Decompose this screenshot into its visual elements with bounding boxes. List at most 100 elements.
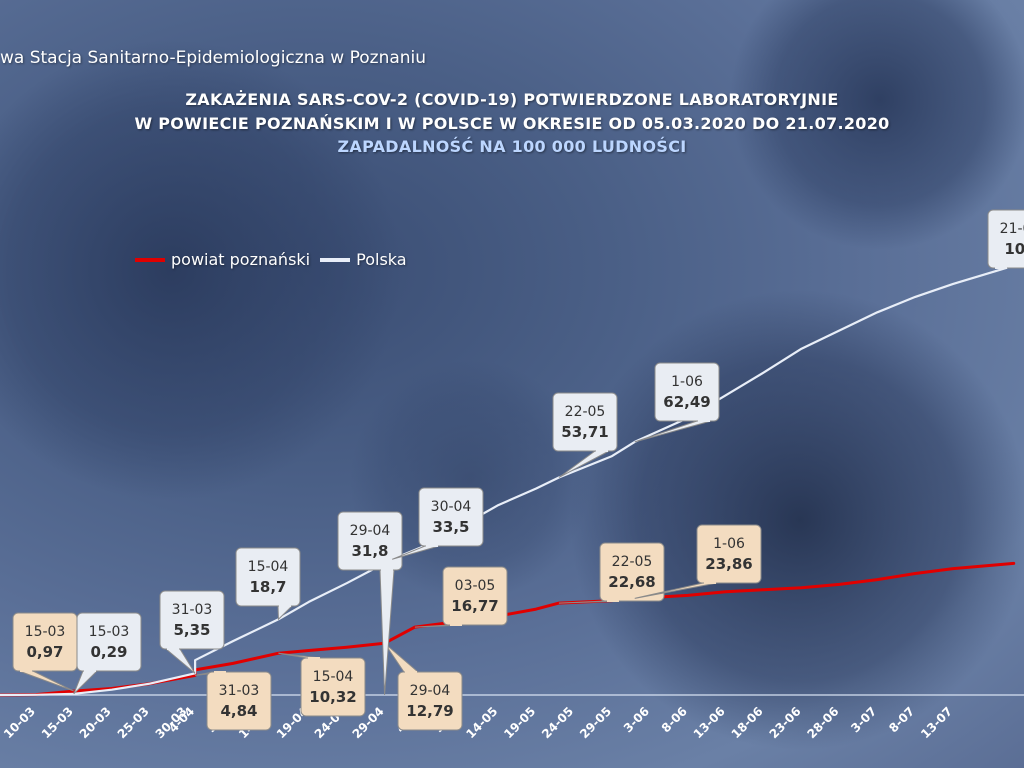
x-tick-label: 19-05 <box>501 704 538 741</box>
callout-pointer <box>558 450 610 478</box>
x-tick-3-06: 3-06 <box>621 704 652 735</box>
x-tick-label: 14-05 <box>463 704 500 741</box>
callout-powiat-1-06: 1-06 23,86 <box>634 524 762 599</box>
series-line-polska <box>0 264 1015 697</box>
callout-value: 62,49 <box>663 393 710 411</box>
callout-powiat-29-04: 29-04 12,79 <box>384 642 463 731</box>
callout-box <box>12 612 78 672</box>
callout-value: 12,79 <box>406 702 453 720</box>
x-tick-label: 15-03 <box>39 704 76 741</box>
callout-value: 33,5 <box>432 518 469 536</box>
x-tick-13-06: 13-06 <box>691 704 728 741</box>
callout-date: 03-05 <box>455 578 496 594</box>
callout-date: 1-06 <box>713 536 745 552</box>
callout-box <box>552 392 618 452</box>
callout-date: 30-04 <box>431 499 472 515</box>
callout-box <box>337 511 403 571</box>
callout-box <box>987 209 1024 269</box>
x-tick-label: 24-05 <box>539 704 576 741</box>
x-tick-19-05: 19-05 <box>501 704 538 741</box>
chart-subtitle: ZAPADALNOŚĆ NA 100 000 LUDNOŚCI <box>337 137 687 156</box>
callout-date: 22-05 <box>612 554 653 570</box>
callout-date: 31-03 <box>172 602 213 618</box>
x-tick-18-06: 18-06 <box>729 704 766 741</box>
callout-box <box>397 671 463 731</box>
chart-title-line-2: W POWIECIE POZNAŃSKIM I W POLSCE W OKRES… <box>134 114 890 133</box>
x-tick-29-05: 29-05 <box>577 704 614 741</box>
x-tick-15-03: 15-03 <box>39 704 76 741</box>
callout-box <box>442 566 508 626</box>
callout-box <box>235 547 301 607</box>
x-tick-14-05: 14-05 <box>463 704 500 741</box>
callout-powiat-03-05: 03-05 16,77 <box>414 566 508 628</box>
callout-powiat-31-03: 31-03 4,84 <box>194 671 272 731</box>
x-tick-label: 29-05 <box>577 704 614 741</box>
callout-value: 23,86 <box>705 555 752 573</box>
x-tick-label: 18-06 <box>729 704 766 741</box>
callout-box <box>76 612 142 672</box>
legend-item-polska: Polska <box>320 250 407 269</box>
callout-value: 0,29 <box>90 643 127 661</box>
callout-value: 53,71 <box>561 423 608 441</box>
x-tick-label: 25-03 <box>115 704 152 741</box>
x-tick-25-03: 25-03 <box>115 704 152 741</box>
callout-value: 18,7 <box>249 578 286 596</box>
callout-date: 21-07 <box>1000 221 1024 237</box>
x-tick-label: 10-03 <box>1 704 38 741</box>
callout-polska-1-06: 1-06 62,49 <box>634 362 720 443</box>
x-tick-label: 20-03 <box>77 704 114 741</box>
x-tick-20-03: 20-03 <box>77 704 114 741</box>
callout-polska-15-03: 15-03 0,29 <box>73 612 142 695</box>
x-tick-label: 28-06 <box>804 704 841 741</box>
callout-value: 10,32 <box>309 688 356 706</box>
callout-pointer <box>18 670 75 692</box>
callout-pointer <box>379 569 395 696</box>
callout-box <box>599 542 665 602</box>
x-tick-3-07: 3-07 <box>848 704 879 735</box>
x-tick-label: 3-07 <box>848 704 879 735</box>
callout-date: 15-03 <box>25 624 66 640</box>
callout-date: 29-04 <box>410 683 451 699</box>
callout-box <box>654 362 720 422</box>
legend-label-powiat: powiat poznański <box>171 250 311 269</box>
callout-box <box>206 671 272 731</box>
callout-powiat-15-04: 15-04 10,32 <box>278 652 366 717</box>
callout-date: 1-06 <box>671 374 703 390</box>
x-tick-label: 13-07 <box>918 704 955 741</box>
x-tick-label: 8-07 <box>886 704 917 735</box>
callout-date: 22-05 <box>565 404 606 420</box>
callout-date: 29-04 <box>350 523 391 539</box>
callout-polska-22-05: 22-05 53,71 <box>552 392 618 478</box>
chart-title-line-1: ZAKAŻENIA SARS-COV-2 (COVID-19) POTWIERD… <box>185 90 839 109</box>
callout-value: 31,8 <box>351 542 388 560</box>
callout-polska-30-04: 30-04 33,5 <box>391 487 484 560</box>
callout-powiat-22-05: 22-05 22,68 <box>558 542 665 604</box>
x-tick-8-06: 8-06 <box>659 704 690 735</box>
callout-value: 0,97 <box>26 643 63 661</box>
callout-box <box>418 487 484 547</box>
x-tick-10-03: 10-03 <box>1 704 38 741</box>
callout-date: 31-03 <box>219 683 260 699</box>
callout-value: 22,68 <box>608 573 655 591</box>
callout-polska-21-07: 21-07 106 <box>987 209 1024 269</box>
callout-pointer <box>384 642 420 673</box>
callout-date: 15-03 <box>89 624 130 640</box>
x-tick-label: 13-06 <box>691 704 728 741</box>
callout-polska-29-04: 29-04 31,8 <box>337 511 403 696</box>
callout-value: 4,84 <box>220 702 257 720</box>
callout-box <box>300 657 366 717</box>
callout-pointer <box>164 648 196 674</box>
callout-polska-31-03: 31-03 5,35 <box>159 590 225 674</box>
callout-value: 5,35 <box>173 621 210 639</box>
callout-polska-15-04: 15-04 18,7 <box>235 547 301 621</box>
legend-swatch-powiat <box>135 257 165 262</box>
callout-date: 15-04 <box>313 669 354 685</box>
legend-label-polska: Polska <box>356 250 407 269</box>
x-tick-label: 3-06 <box>621 704 652 735</box>
legend-swatch-polska <box>320 257 351 262</box>
x-tick-4-04: 4-04 <box>166 704 197 735</box>
x-tick-13-07: 13-07 <box>918 704 955 741</box>
callout-box <box>159 590 225 650</box>
callout-powiat-15-03: 15-03 0,97 <box>12 612 78 692</box>
